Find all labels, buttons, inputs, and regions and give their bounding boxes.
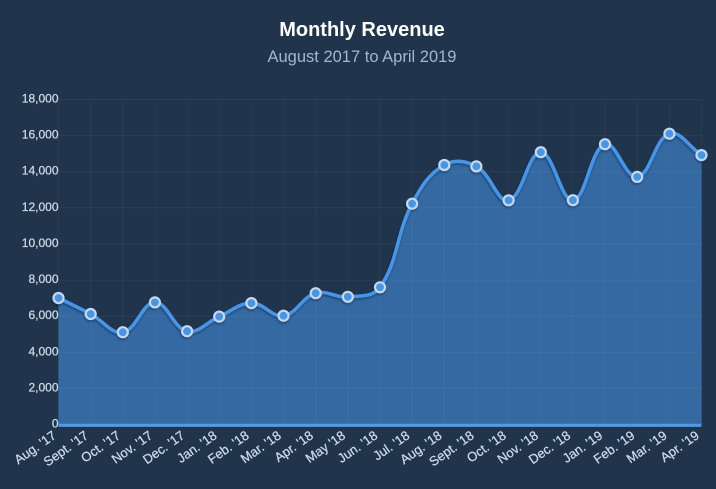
svg-text:14,000: 14,000: [22, 164, 59, 178]
svg-text:4,000: 4,000: [28, 344, 58, 358]
svg-text:10,000: 10,000: [22, 236, 59, 250]
svg-text:6,000: 6,000: [28, 308, 58, 322]
svg-text:18,000: 18,000: [22, 92, 59, 106]
svg-text:8,000: 8,000: [28, 272, 58, 286]
svg-text:0: 0: [52, 417, 59, 431]
svg-text:August 2017 to April 2019: August 2017 to April 2019: [268, 48, 457, 66]
svg-text:12,000: 12,000: [22, 200, 59, 214]
svg-text:16,000: 16,000: [22, 128, 59, 142]
svg-text:Monthly Revenue: Monthly Revenue: [279, 19, 445, 41]
svg-text:2,000: 2,000: [28, 380, 58, 394]
